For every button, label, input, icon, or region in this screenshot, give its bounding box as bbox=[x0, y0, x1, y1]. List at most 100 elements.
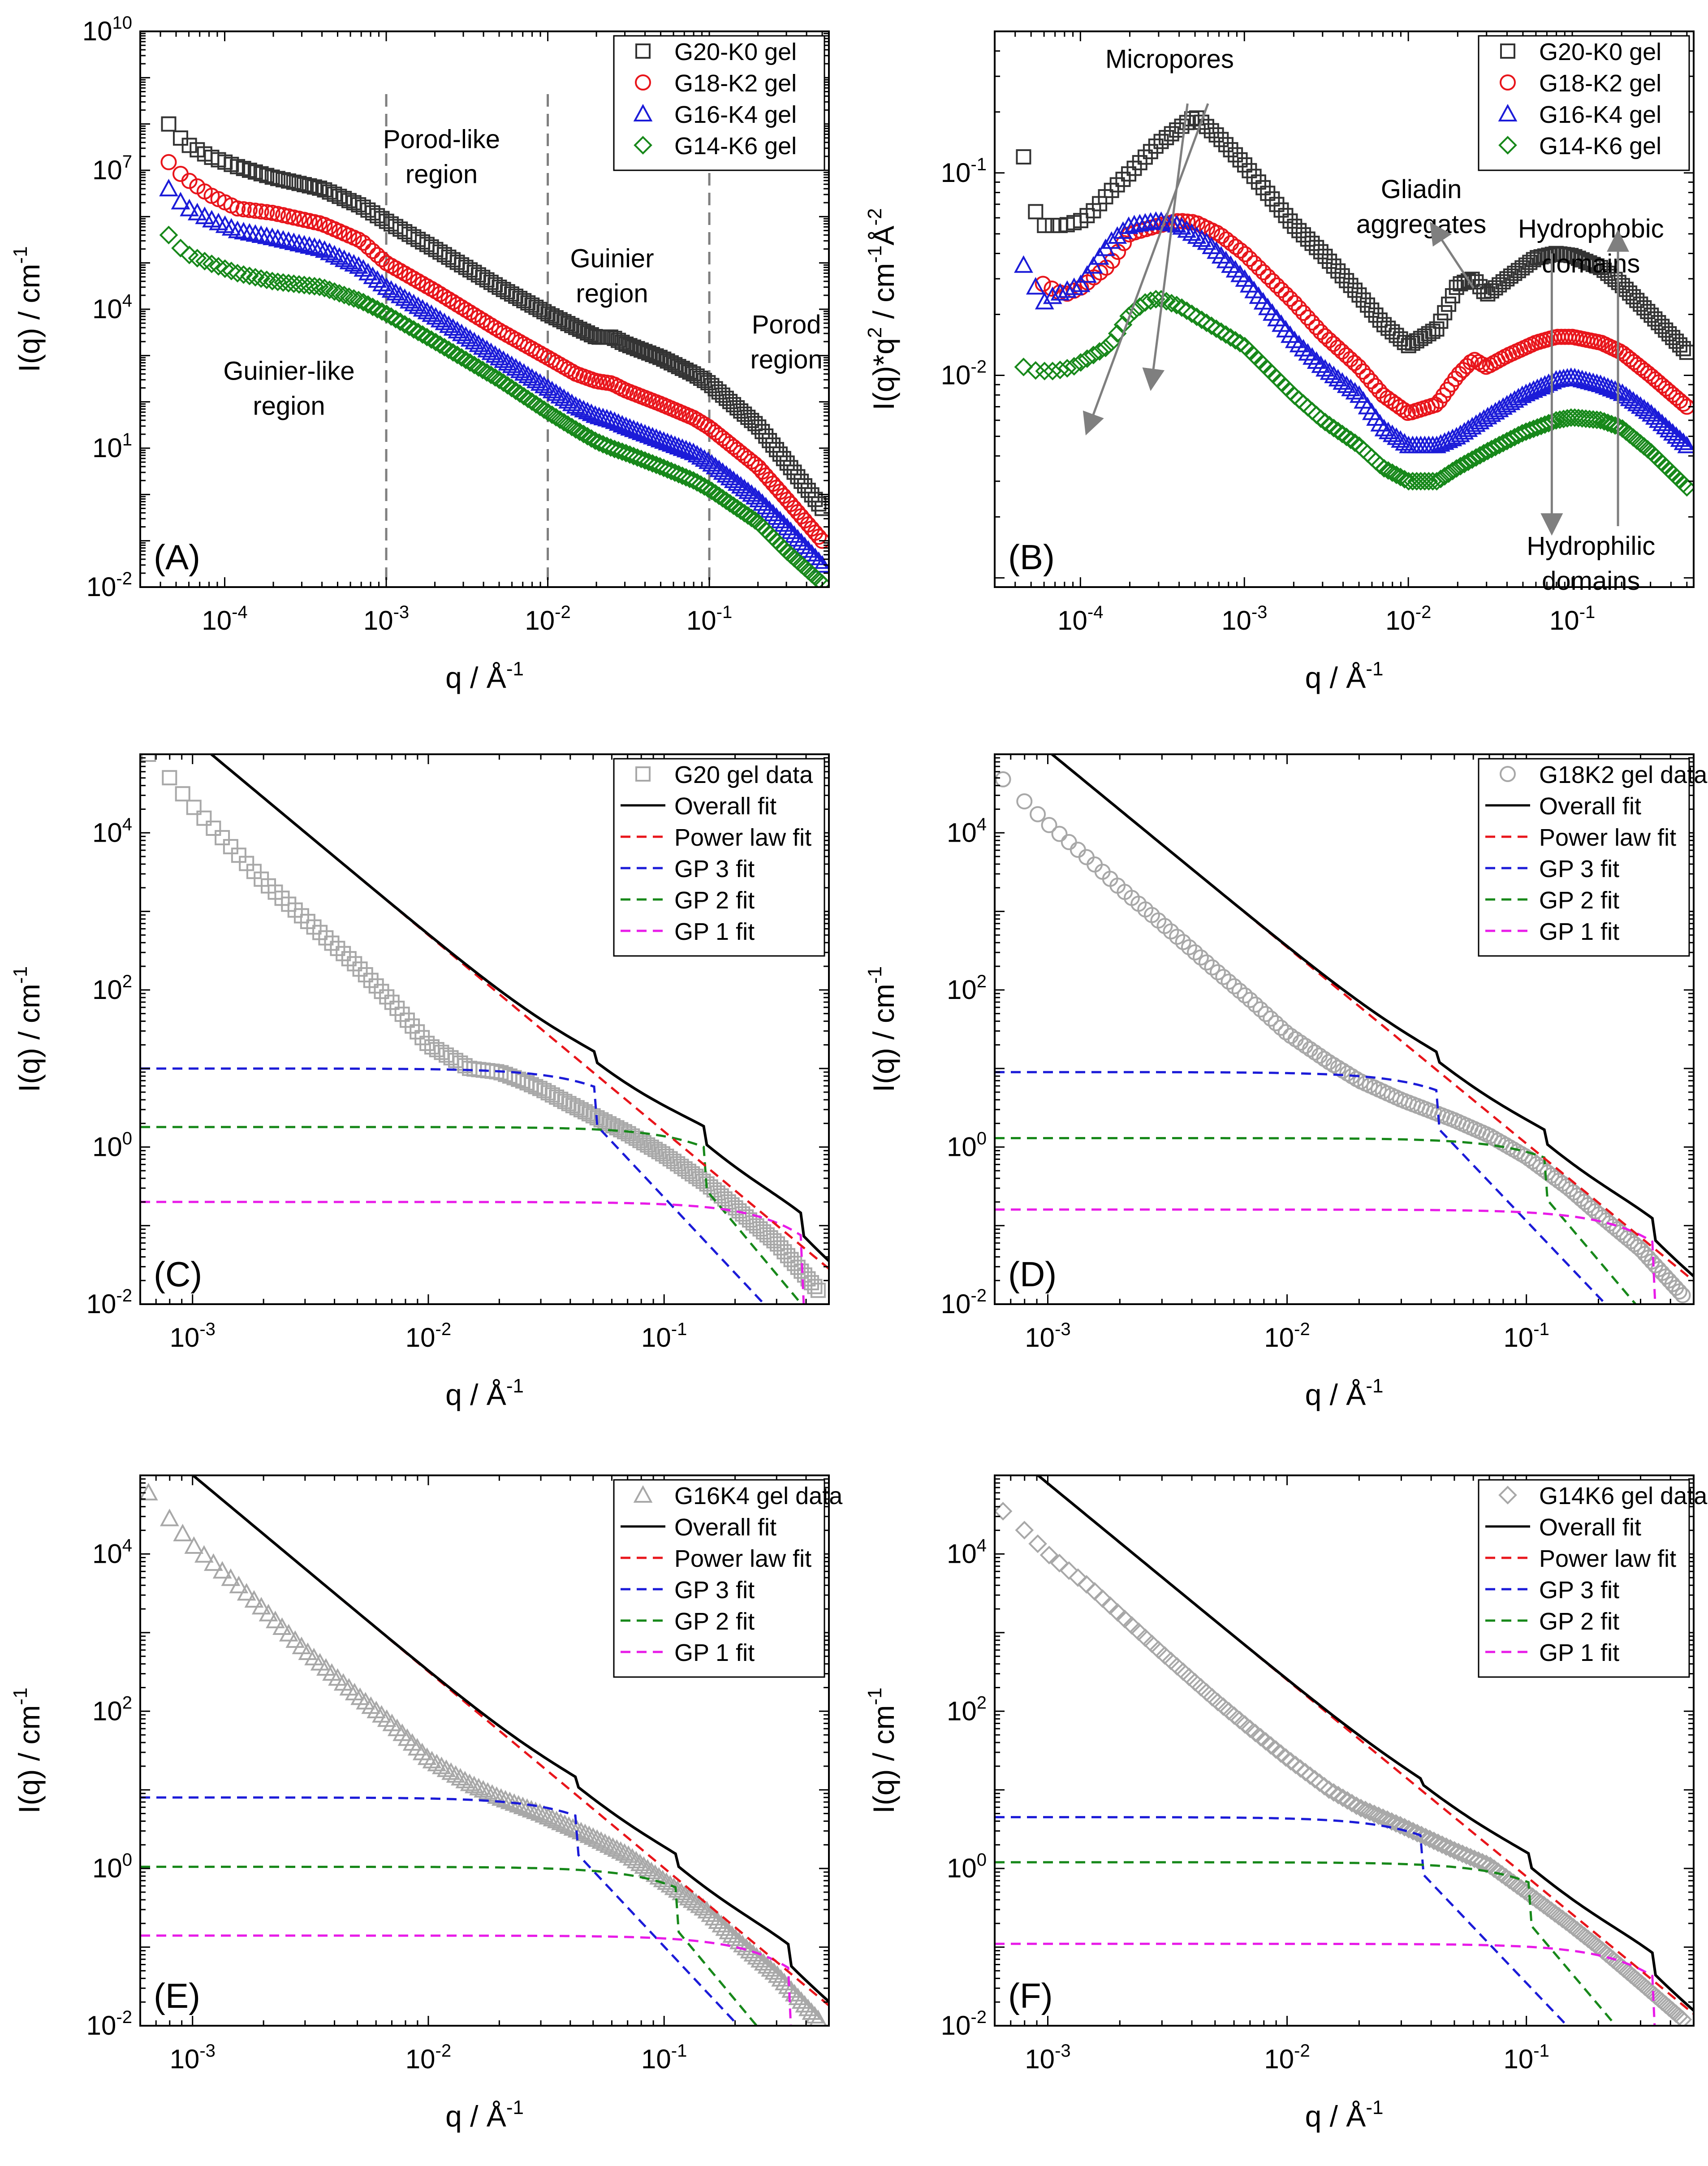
data-point bbox=[1326, 258, 1341, 274]
data-point bbox=[1300, 231, 1316, 247]
data-point bbox=[1221, 973, 1237, 990]
overall-fit-curve bbox=[191, 1475, 829, 2003]
data-point bbox=[580, 325, 595, 341]
legend-label: Overall fit bbox=[674, 1514, 776, 1541]
y-tick-label: 102 bbox=[92, 1693, 132, 1726]
data-point bbox=[1630, 396, 1650, 414]
data-point bbox=[228, 220, 247, 238]
data-point bbox=[320, 242, 339, 260]
data-point bbox=[280, 173, 296, 189]
y-tick-label: 100 bbox=[92, 1850, 132, 1883]
data-point bbox=[587, 1829, 607, 1847]
x-axis-label: q / Å-1 bbox=[1305, 658, 1384, 694]
data-point bbox=[382, 307, 401, 326]
data-point bbox=[161, 116, 177, 132]
data-point bbox=[1043, 286, 1062, 304]
data-point bbox=[1203, 123, 1219, 138]
data-point bbox=[229, 1575, 249, 1594]
data-point bbox=[364, 242, 381, 259]
data-point bbox=[1242, 992, 1259, 1008]
data-point bbox=[566, 396, 586, 414]
legend-label: G18-K2 gel bbox=[674, 70, 797, 97]
data-point bbox=[246, 224, 265, 242]
x-axis-label: q / Å-1 bbox=[445, 658, 524, 694]
data-point bbox=[251, 225, 271, 243]
data-point bbox=[1509, 1143, 1526, 1160]
data-point bbox=[452, 348, 471, 367]
data-point bbox=[397, 224, 413, 240]
x-axis-label: q / Å-1 bbox=[1305, 2097, 1384, 2133]
data-point bbox=[603, 329, 618, 345]
data-point bbox=[547, 1811, 566, 1829]
data-point bbox=[441, 1762, 461, 1780]
data-point bbox=[720, 467, 740, 485]
data-point bbox=[180, 199, 199, 216]
data-point bbox=[510, 384, 529, 403]
data-point bbox=[1119, 307, 1138, 326]
data-point bbox=[1070, 842, 1086, 858]
data-point bbox=[240, 266, 259, 285]
data-point bbox=[694, 449, 714, 467]
data-point bbox=[1470, 354, 1487, 371]
data-point bbox=[1035, 292, 1054, 310]
plot-frame bbox=[139, 1474, 830, 2027]
data-point bbox=[1255, 264, 1272, 281]
data-point bbox=[1194, 114, 1210, 130]
data-point bbox=[253, 166, 269, 182]
data-point bbox=[404, 294, 423, 311]
data-point bbox=[490, 370, 509, 389]
data-point bbox=[162, 770, 177, 786]
data-point bbox=[268, 229, 288, 246]
data-point bbox=[1041, 817, 1057, 833]
data-point bbox=[351, 197, 367, 212]
data-point bbox=[1587, 410, 1606, 429]
data-point bbox=[1386, 1814, 1406, 1833]
data-point bbox=[1173, 1662, 1193, 1681]
data-point bbox=[490, 348, 509, 366]
annotation-text: region bbox=[750, 345, 822, 374]
data-point bbox=[1316, 359, 1335, 377]
data-point bbox=[1202, 316, 1221, 335]
legend-marker bbox=[1498, 104, 1518, 121]
data-point bbox=[1675, 341, 1691, 356]
x-tick-label: 10-3 bbox=[1025, 2041, 1070, 2074]
data-point bbox=[264, 204, 280, 221]
data-point bbox=[171, 192, 190, 210]
data-point bbox=[196, 810, 212, 826]
data-point bbox=[1102, 231, 1121, 249]
data-point bbox=[1303, 347, 1322, 365]
data-point bbox=[574, 424, 593, 444]
y-tick-label: 10-2 bbox=[941, 2007, 987, 2041]
data-point bbox=[605, 411, 624, 429]
data-point bbox=[1437, 305, 1453, 320]
data-point bbox=[259, 1604, 278, 1621]
data-point bbox=[518, 365, 538, 384]
data-point bbox=[395, 288, 414, 306]
data-point bbox=[1363, 373, 1380, 389]
data-point bbox=[268, 272, 287, 291]
data-point bbox=[1372, 312, 1388, 328]
legend-marker bbox=[633, 104, 653, 121]
data-point bbox=[795, 536, 815, 554]
legend-label: G20 gel data bbox=[674, 761, 813, 788]
data-point bbox=[1459, 452, 1478, 471]
data-point bbox=[410, 1024, 425, 1040]
data-point bbox=[802, 544, 822, 562]
data-point bbox=[1351, 287, 1367, 303]
data-point bbox=[731, 476, 750, 494]
data-point bbox=[1368, 307, 1384, 323]
data-point bbox=[276, 172, 291, 188]
data-point bbox=[209, 257, 228, 276]
data-point bbox=[583, 1827, 603, 1845]
data-point bbox=[352, 961, 368, 977]
data-point bbox=[1355, 292, 1371, 308]
data-point bbox=[322, 184, 337, 200]
y-tick-label: 102 bbox=[92, 972, 132, 1005]
panel-label: (A) bbox=[154, 537, 200, 577]
legend-marker bbox=[1498, 136, 1517, 155]
data-point bbox=[1374, 419, 1394, 437]
annotation-text: Porod-like bbox=[383, 125, 500, 154]
data-point bbox=[320, 280, 339, 299]
legend-box bbox=[613, 758, 825, 957]
series-g16-k4-gel bbox=[159, 178, 829, 573]
